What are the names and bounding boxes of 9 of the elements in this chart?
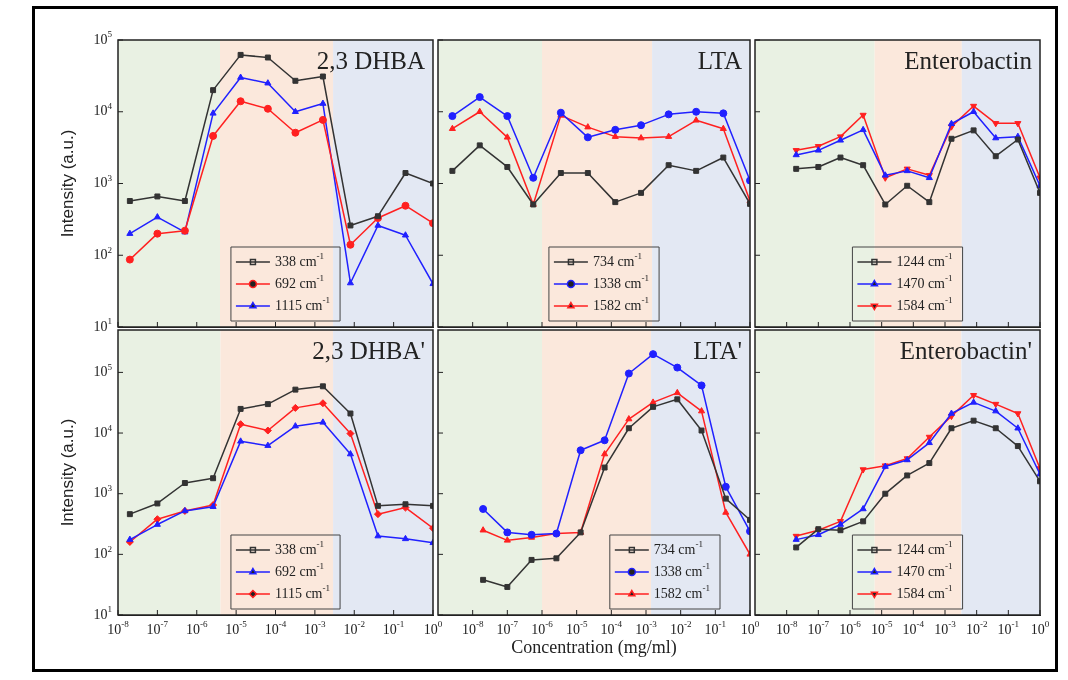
- chart-title: Enterobactin: [904, 46, 1033, 74]
- chart-title: 2,3 DHBA': [312, 336, 425, 364]
- chart-title: LTA': [693, 336, 743, 364]
- x-axis-title: Concentration (mg/ml): [511, 636, 677, 658]
- chart-title: Enterobactin': [899, 336, 1033, 364]
- chart-title: 2,3 DHBA: [316, 46, 426, 74]
- y-axis-title: Intensity (a.u.): [57, 418, 77, 527]
- chart-title: LTA: [697, 46, 743, 74]
- y-axis-title: Intensity (a.u.): [57, 129, 77, 238]
